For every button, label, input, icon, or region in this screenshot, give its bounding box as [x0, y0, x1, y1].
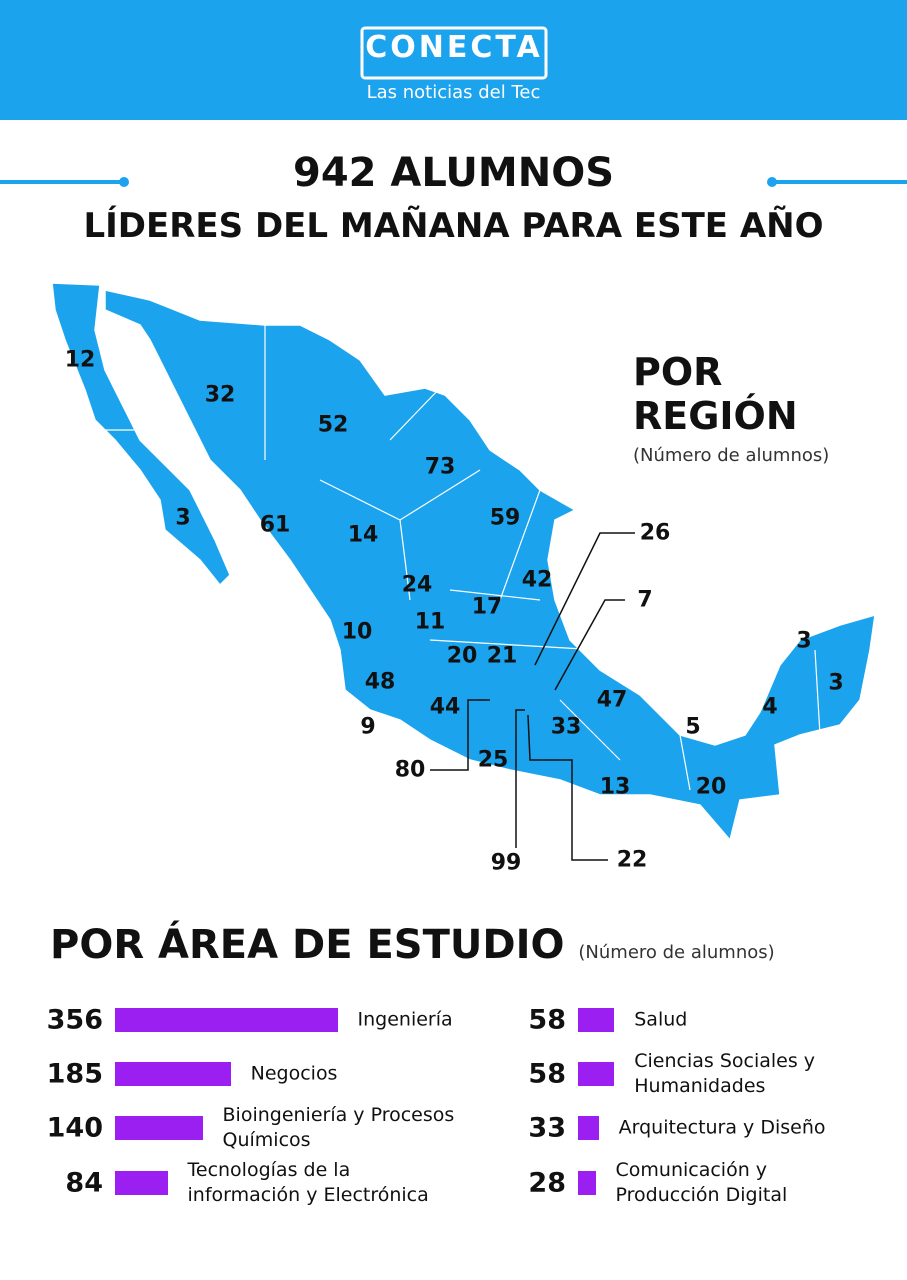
rule-dot: [119, 177, 129, 187]
logo-box: [360, 26, 548, 80]
category-label: Arquitectura y Diseño: [618, 1116, 826, 1139]
bar: [115, 1116, 203, 1140]
region-value: 20: [446, 643, 478, 669]
chart-title-text: POR ÁREA DE ESTUDIO: [50, 922, 565, 968]
bar: [115, 1008, 338, 1032]
logo: CONECTA: [365, 30, 543, 65]
leader-lines: [430, 532, 635, 861]
region-value: 17: [471, 594, 503, 620]
subtitle: LÍDERES DEL MAÑANA PARA ESTE AÑO: [83, 206, 824, 246]
value-label: 28: [528, 1167, 566, 1199]
region-value: 7: [637, 587, 653, 613]
region-value: 13: [599, 774, 631, 800]
region-value: 3: [175, 505, 191, 531]
region-value: 59: [489, 505, 521, 531]
bar: [115, 1171, 168, 1195]
region-value: 33: [550, 714, 582, 740]
region-value: 80: [394, 757, 426, 783]
bar: [115, 1062, 231, 1086]
region-value: 32: [204, 382, 236, 408]
region-value: 99: [490, 850, 522, 876]
bar: [578, 1008, 615, 1032]
map-title: POR REGIÓN: [633, 350, 798, 438]
region-value: 3: [828, 670, 844, 696]
category-label: Comunicación y Producción Digital: [615, 1159, 788, 1206]
category-label: Tecnologías de la información y Electrón…: [187, 1159, 429, 1206]
region-value: 52: [317, 412, 349, 438]
region-value: 20: [695, 774, 727, 800]
region-value: 3: [796, 628, 812, 654]
value-label: 58: [528, 1004, 566, 1036]
region-value: 42: [521, 567, 553, 593]
value-label: 356: [46, 1004, 103, 1036]
category-label: Ciencias Sociales y Humanidades: [634, 1050, 816, 1097]
region-value: 61: [259, 512, 291, 538]
region-value: 44: [429, 694, 461, 720]
value-label: 140: [46, 1112, 103, 1144]
rule-dot: [767, 177, 777, 187]
region-value: 14: [347, 522, 379, 548]
region-value: 5: [685, 714, 701, 740]
bar: [578, 1062, 615, 1086]
region-value: 48: [364, 669, 396, 695]
region-value: 22: [616, 847, 648, 873]
region-value: 4: [762, 694, 778, 720]
category-label: Ingeniería: [357, 1008, 453, 1031]
bar: [578, 1116, 599, 1140]
category-label: Salud: [634, 1008, 688, 1031]
chart-subtitle: (Número de alumnos): [578, 942, 775, 963]
category-label: Bioingeniería y Procesos Químicos: [222, 1104, 455, 1151]
value-label: 58: [528, 1058, 566, 1090]
title: 942 ALUMNOS: [292, 150, 614, 196]
category-label: Negocios: [250, 1062, 338, 1085]
region-value: 26: [639, 520, 671, 546]
region-value: 21: [486, 643, 518, 669]
value-label: 185: [46, 1058, 103, 1090]
region-value: 12: [64, 347, 96, 373]
value-label: 84: [65, 1167, 103, 1199]
bar: [578, 1171, 596, 1195]
state-borders: [98, 325, 821, 791]
map-subtitle: (Número de alumnos): [633, 445, 830, 466]
region-value: 10: [341, 619, 373, 645]
region-value: 9: [360, 714, 376, 740]
region-value: 25: [477, 747, 509, 773]
tagline: Las noticias del Tec: [366, 82, 541, 103]
region-value: 73: [424, 454, 456, 480]
map-mexico: [51, 282, 876, 842]
region-value: 24: [401, 572, 433, 598]
header-band: [0, 0, 907, 120]
value-label: 33: [528, 1112, 566, 1144]
region-value: 11: [414, 609, 446, 635]
region-value: 47: [596, 687, 628, 713]
chart-title: POR ÁREA DE ESTUDIO (Número de alumnos): [50, 922, 775, 968]
